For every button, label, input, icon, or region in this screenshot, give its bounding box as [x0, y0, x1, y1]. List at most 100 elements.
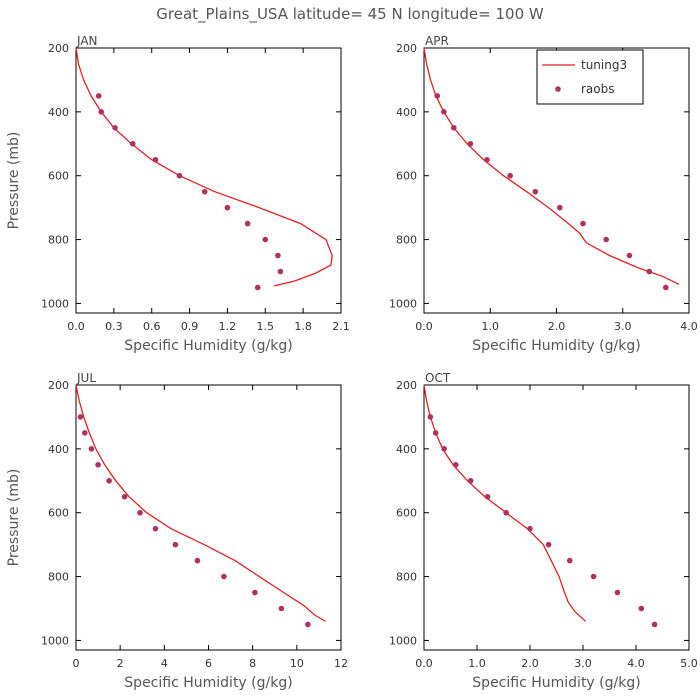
figure-title: Great_Plains_USA latitude= 45 N longitud…: [156, 5, 544, 24]
y-tick-label: 1000: [41, 297, 69, 310]
x-tick-label: 5.0: [680, 657, 698, 670]
data-point-raobs: [427, 414, 434, 420]
x-tick-label: 12: [334, 657, 348, 670]
x-tick-label: 1.8: [294, 320, 312, 333]
x-axis-label: Specific Humidity (g/kg): [472, 338, 640, 354]
data-point-raobs: [112, 125, 118, 131]
data-point-raobs: [434, 93, 441, 99]
x-tick-label: 1.0: [482, 320, 500, 333]
y-tick-label: 200: [48, 379, 69, 392]
y-axis-label: Pressure (mb): [6, 469, 22, 567]
data-point-raobs: [95, 93, 102, 99]
x-axis-label: Specific Humidity (g/kg): [124, 675, 292, 691]
x-tick-label: 0.0: [67, 320, 85, 333]
x-tick-label: 3.0: [614, 320, 632, 333]
x-tick-label: 2.0: [521, 657, 539, 670]
x-tick-label: 1.2: [219, 320, 237, 333]
x-tick-label: 0.9: [181, 320, 199, 333]
y-tick-label: 600: [396, 507, 417, 520]
data-point-raobs: [106, 477, 112, 484]
data-point-raobs: [453, 462, 459, 468]
y-axis-label: Pressure (mb): [6, 132, 22, 230]
data-point-raobs: [152, 156, 159, 163]
data-point-raobs: [566, 557, 573, 564]
data-point-raobs: [137, 509, 143, 516]
x-tick-label: 4.0: [680, 320, 698, 333]
data-point-raobs: [98, 109, 105, 115]
panel-title: OCT: [425, 371, 451, 385]
y-tick-label: 800: [396, 234, 417, 247]
legend-box: [536, 49, 644, 105]
x-tick-label: 1.5: [257, 320, 275, 333]
y-tick-label: 800: [48, 234, 69, 247]
legend-marker-swatch: [555, 86, 561, 92]
series-line-tuning3: [423, 47, 680, 285]
legend: tuning3 raobs: [536, 49, 644, 105]
y-tick-label: 1000: [41, 634, 69, 647]
y-tick-label: 1000: [389, 634, 417, 647]
plot-frame: [423, 384, 690, 651]
x-tick-label: 4.0: [627, 657, 645, 670]
data-point-raobs: [254, 284, 261, 291]
data-point-raobs: [532, 188, 539, 195]
data-point-raobs: [176, 172, 183, 179]
x-axis-label: Specific Humidity (g/kg): [472, 675, 640, 691]
y-tick-label: 200: [48, 42, 69, 55]
x-tick-label: 10: [290, 657, 304, 670]
y-tick-label: 400: [48, 443, 69, 456]
data-point-raobs: [580, 220, 586, 227]
panels: JAN 0.0 0.3 0.6 0.9 1.2 1.5 1.8 2.1 200 400 600 800 1…: [6, 34, 698, 691]
y-tick-label: 400: [48, 106, 69, 119]
series-line-tuning3: [423, 384, 587, 622]
x-tick-label: 0: [73, 657, 80, 670]
x-tick-label: 0.0: [415, 657, 433, 670]
data-point-raobs: [651, 621, 658, 628]
data-point-raobs: [82, 430, 88, 436]
data-point-raobs: [590, 573, 597, 580]
y-tick-label: 800: [48, 571, 69, 584]
x-tick-label: 2: [117, 657, 124, 670]
data-point-raobs: [545, 541, 552, 548]
data-point-raobs: [484, 493, 491, 500]
data-point-raobs: [451, 125, 457, 131]
data-point-raobs: [244, 220, 251, 227]
data-point-raobs: [95, 462, 101, 468]
panel-title: JAN: [76, 34, 98, 48]
y-tick-label: 800: [396, 571, 417, 584]
x-tick-label: 4: [161, 657, 168, 670]
data-point-raobs: [88, 446, 95, 452]
panel-jul: JUL 0 2 4 6 8 10 12 200 400 600 800 1000 Specific Hum…: [6, 371, 348, 691]
x-tick-label: 0.6: [143, 320, 161, 333]
data-point-raobs: [527, 525, 533, 532]
data-point-raobs: [432, 430, 439, 436]
x-axis-label: Specific Humidity (g/kg): [124, 338, 292, 354]
series-line-tuning3: [75, 47, 333, 287]
data-point-raobs: [172, 541, 179, 548]
data-point-raobs: [484, 156, 490, 163]
legend-label: tuning3: [581, 58, 627, 72]
data-point-raobs: [201, 188, 208, 195]
panel-apr: APR 0.0 1.0 2.0 3.0 4.0 200 400 600 800 1000 Specif…: [389, 34, 698, 354]
data-point-raobs: [638, 605, 645, 612]
y-tick-label: 600: [48, 507, 69, 520]
x-tick-label: 2.0: [548, 320, 566, 333]
data-point-raobs: [626, 252, 633, 259]
x-tick-label: 8: [249, 657, 256, 670]
data-point-raobs: [557, 204, 563, 211]
data-point-raobs: [121, 493, 128, 500]
x-tick-label: 3.0: [574, 657, 592, 670]
data-point-raobs: [305, 621, 311, 628]
data-point-raobs: [252, 589, 258, 596]
data-point-raobs: [275, 252, 281, 259]
plot-frame: [75, 384, 342, 651]
data-point-raobs: [277, 268, 284, 275]
data-point-raobs: [614, 589, 621, 596]
y-tick-label: 600: [48, 170, 69, 183]
data-point-raobs: [603, 236, 609, 243]
x-tick-label: 6: [205, 657, 212, 670]
data-point-raobs: [646, 268, 653, 275]
data-point-raobs: [663, 284, 669, 291]
data-point-raobs: [194, 557, 201, 564]
x-tick-label: 0.3: [105, 320, 123, 333]
